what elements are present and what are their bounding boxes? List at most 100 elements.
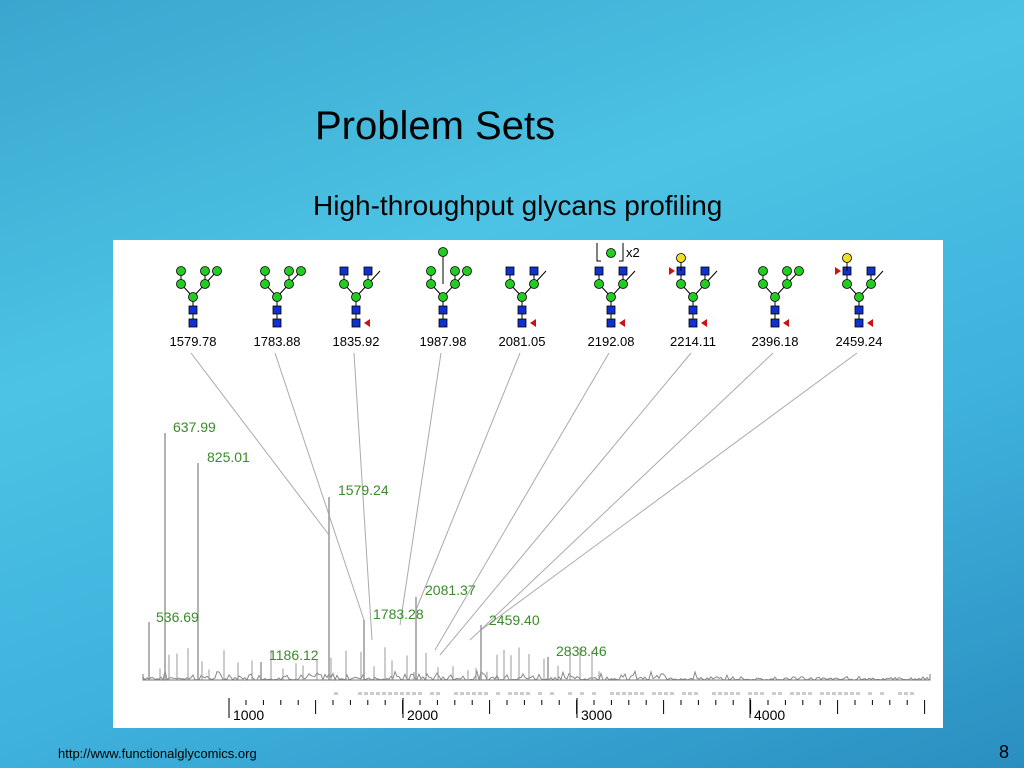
dash <box>796 692 800 695</box>
dash <box>772 692 776 695</box>
dash <box>682 692 686 695</box>
slide-subtitle: High-throughput glycans profiling <box>313 190 723 221</box>
dash <box>838 692 842 695</box>
structure-label: 2396.18 <box>752 334 799 349</box>
structure-label: 1835.92 <box>333 334 380 349</box>
glycan-residue <box>842 253 852 263</box>
glycan-residue <box>688 318 698 328</box>
axis-label: 3000 <box>581 707 612 723</box>
glycan-residue <box>426 279 436 289</box>
dash <box>496 692 500 695</box>
glycan-residue <box>212 266 222 276</box>
connector <box>434 352 610 651</box>
dash <box>640 692 644 695</box>
fucose <box>835 267 841 275</box>
glycan-residue <box>618 266 628 276</box>
dash <box>664 692 668 695</box>
dash <box>658 692 662 695</box>
glycan-residue <box>782 279 792 289</box>
glycan-residue <box>260 266 270 276</box>
glycan-residue <box>866 266 876 276</box>
glycan-residue <box>517 305 527 315</box>
peak-label: 1783.28 <box>373 606 424 622</box>
fucose <box>530 319 536 327</box>
glycan-residue <box>188 305 198 315</box>
dash <box>820 692 824 695</box>
glycan-residue <box>529 266 539 276</box>
glycan-residue <box>505 279 515 289</box>
glycan-residue <box>606 305 616 315</box>
glycan-residue <box>517 318 527 328</box>
glycan-residue <box>770 292 780 302</box>
dash <box>514 692 518 695</box>
peak-label: 1186.12 <box>269 647 319 663</box>
dash <box>856 692 860 695</box>
dash <box>568 692 572 695</box>
glycan-residue <box>462 266 472 276</box>
dash <box>412 692 416 695</box>
peak-label: 2459.40 <box>489 612 540 628</box>
glycan-residue <box>594 279 604 289</box>
glycan-residue <box>770 305 780 315</box>
connector <box>274 352 365 621</box>
dash <box>778 692 782 695</box>
dash <box>832 692 836 695</box>
glycan-residue <box>618 279 628 289</box>
dash <box>760 692 764 695</box>
dash <box>808 692 812 695</box>
bracket <box>596 243 624 262</box>
connector <box>469 352 774 641</box>
fucose <box>701 319 707 327</box>
glycan-residue <box>200 279 210 289</box>
glycan-residue <box>606 318 616 328</box>
dash <box>688 692 692 695</box>
dash <box>712 692 716 695</box>
dash <box>790 692 794 695</box>
glycan-residue <box>450 279 460 289</box>
connector <box>415 352 521 611</box>
peak-label: 536.69 <box>156 609 199 625</box>
glycan-residue <box>866 279 876 289</box>
glycan-residue <box>176 279 186 289</box>
glycan-residue <box>188 292 198 302</box>
dash <box>850 692 854 695</box>
dash <box>754 692 758 695</box>
peak-label: 2081.37 <box>425 582 476 598</box>
glycan-residue <box>688 292 698 302</box>
glycan-residue <box>363 279 373 289</box>
dash <box>472 692 476 695</box>
glycan-residue <box>426 266 436 276</box>
dash <box>418 692 422 695</box>
glycan-residue <box>505 266 515 276</box>
dash <box>460 692 464 695</box>
dash <box>550 692 554 695</box>
fucose <box>867 319 873 327</box>
page-number: 8 <box>999 742 1010 762</box>
slide-title: Problem Sets <box>315 104 556 148</box>
axis-label: 4000 <box>754 707 785 723</box>
glycan-residue <box>284 279 294 289</box>
dash <box>670 692 674 695</box>
dash <box>748 692 752 695</box>
glycan-residue <box>854 292 864 302</box>
glycan-residue <box>517 292 527 302</box>
dash <box>520 692 524 695</box>
connector <box>480 352 858 631</box>
dash <box>478 692 482 695</box>
dash <box>484 692 488 695</box>
dash <box>430 692 434 695</box>
structure-label: 1579.78 <box>170 334 217 349</box>
dash <box>382 692 386 695</box>
glycan-residue <box>438 247 448 257</box>
dash <box>844 692 848 695</box>
dash <box>406 692 410 695</box>
dash <box>580 692 584 695</box>
connector <box>439 352 692 656</box>
axis-frame <box>142 674 931 681</box>
glycan-residue <box>794 266 804 276</box>
structure-label: 2192.08 <box>588 334 635 349</box>
connector <box>399 352 442 626</box>
dash <box>394 692 398 695</box>
dash <box>898 692 902 695</box>
